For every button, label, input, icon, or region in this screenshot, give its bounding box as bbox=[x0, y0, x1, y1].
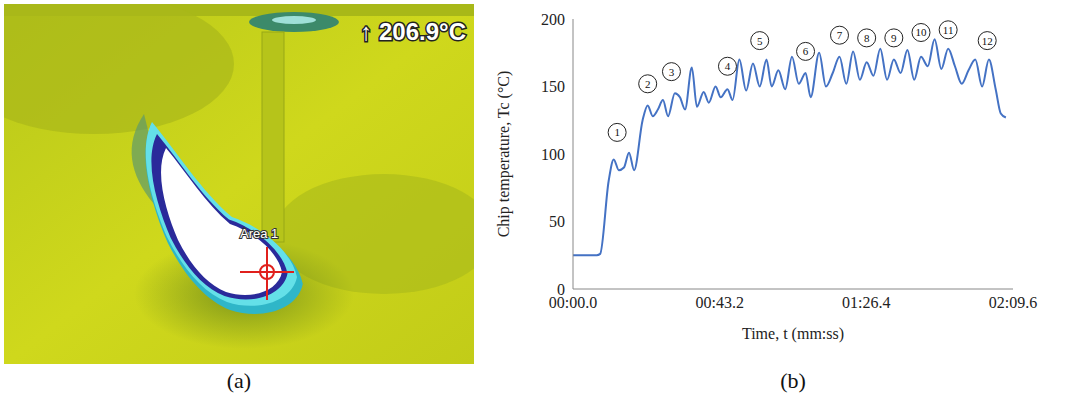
svg-text:1: 1 bbox=[614, 126, 620, 138]
svg-text:00:00.0: 00:00.0 bbox=[548, 294, 598, 312]
svg-text:2: 2 bbox=[645, 78, 651, 90]
svg-text:↑ 206.9°C: ↑ 206.9°C bbox=[360, 18, 466, 45]
svg-text:9: 9 bbox=[891, 32, 897, 44]
html-text:(a): (a) bbox=[226, 368, 252, 393]
svg-text:12: 12 bbox=[982, 35, 993, 47]
svg-text:Area 1: Area 1 bbox=[240, 226, 278, 241]
svg-text:01:26.4: 01:26.4 bbox=[842, 294, 890, 311]
svg-text:3: 3 bbox=[669, 66, 675, 78]
svg-text:00:43.2: 00:43.2 bbox=[695, 294, 743, 311]
svg-text:200: 200 bbox=[541, 11, 565, 28]
svg-text:7: 7 bbox=[837, 29, 843, 41]
svg-text:8: 8 bbox=[864, 32, 870, 44]
svg-text:0: 0 bbox=[557, 281, 565, 298]
svg-text:4: 4 bbox=[725, 60, 731, 72]
svg-text:Time, t (mm:ss): Time, t (mm:ss) bbox=[742, 325, 844, 343]
svg-text:100: 100 bbox=[541, 146, 565, 163]
html-text:(b): (b) bbox=[780, 368, 806, 393]
svg-text:10: 10 bbox=[915, 26, 927, 38]
svg-text:6: 6 bbox=[803, 45, 809, 57]
svg-text:50: 50 bbox=[549, 213, 565, 230]
svg-text:11: 11 bbox=[943, 24, 954, 36]
svg-text:150: 150 bbox=[541, 78, 565, 95]
svg-text:5: 5 bbox=[757, 35, 763, 47]
svg-text:Chip temperature, Tc (°C): Chip temperature, Tc (°C) bbox=[495, 71, 513, 238]
svg-text:02:09.6: 02:09.6 bbox=[989, 294, 1037, 311]
